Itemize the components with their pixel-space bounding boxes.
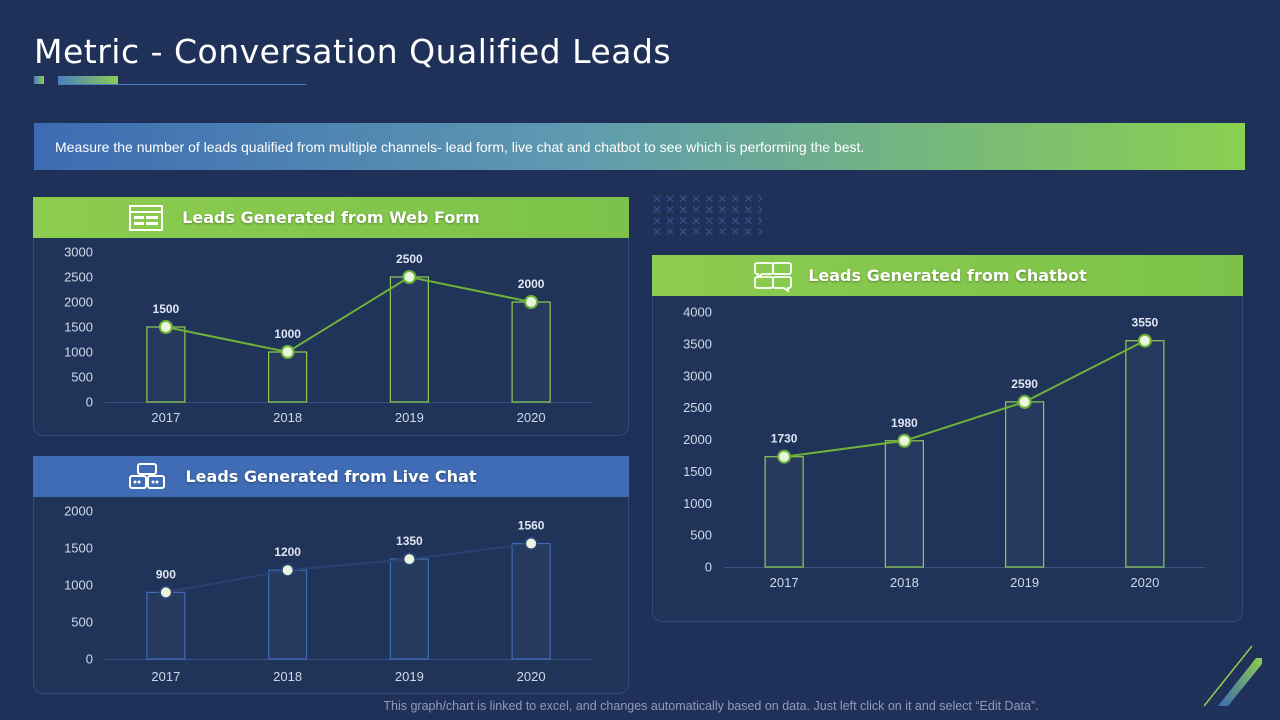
x-tick-label: 2020 — [517, 669, 546, 684]
chatbot-header: Leads Generated from Chatbot — [652, 255, 1243, 296]
web-form-header: Leads Generated from Web Form — [33, 197, 629, 238]
bar — [1005, 401, 1045, 568]
x-tick-label: 2020 — [517, 410, 546, 425]
y-tick-label: 3500 — [683, 336, 712, 351]
data-point — [158, 320, 173, 334]
bar — [511, 542, 551, 660]
x-tick-label: 2019 — [395, 410, 424, 425]
x-tick-label: 2017 — [770, 575, 799, 590]
y-tick-label: 0 — [86, 395, 93, 410]
data-label: 2590 — [1011, 377, 1038, 391]
data-point — [280, 563, 295, 578]
y-tick-label: 0 — [86, 652, 93, 667]
y-tick-label: 1500 — [64, 541, 93, 556]
bar — [884, 440, 924, 568]
y-tick-label: 1500 — [683, 464, 712, 479]
series-line — [165, 275, 532, 354]
description-banner: Measure the number of leads qualified fr… — [34, 123, 1245, 170]
data-point — [524, 536, 539, 551]
data-label: 1980 — [891, 416, 918, 430]
y-tick-label: 500 — [71, 615, 93, 630]
live-chat-header: Leads Generated from Live Chat — [33, 456, 629, 497]
x-tick-label: 2020 — [1130, 575, 1159, 590]
data-point — [158, 585, 173, 600]
decorative-x-pattern: ✕✕✕✕✕✕✕✕✕ ✕✕✕✕✕✕✕✕✕ ✕✕✕✕✕✕✕✕✕ ✕✕✕✕✕✕✕✕✕ — [652, 194, 762, 239]
y-tick-label: 2000 — [64, 295, 93, 310]
x-tick-label: 2018 — [890, 575, 919, 590]
x-tick-label: 2018 — [273, 410, 302, 425]
data-point — [1017, 394, 1032, 409]
y-tick-label: 2500 — [683, 400, 712, 415]
bar — [389, 558, 429, 660]
data-label: 2500 — [396, 252, 423, 266]
y-tick-label: 1500 — [64, 320, 93, 335]
y-tick-label: 2500 — [64, 270, 93, 285]
x-tick-label: 2017 — [151, 410, 180, 425]
series-line — [783, 339, 1146, 458]
data-point — [402, 270, 417, 284]
banner-text: Measure the number of leads qualified fr… — [55, 138, 865, 155]
data-label: 900 — [156, 567, 176, 581]
y-tick-label: 2000 — [64, 504, 93, 519]
y-tick-label: 1000 — [683, 496, 712, 511]
y-tick-label: 3000 — [64, 245, 93, 260]
live-chat-title: Leads Generated from Live Chat — [185, 467, 477, 486]
bar — [764, 456, 804, 568]
web-form-title: Leads Generated from Web Form — [182, 208, 480, 227]
bar — [268, 351, 308, 403]
footer-note: This graph/chart is linked to excel, and… — [383, 699, 1039, 713]
x-tick-label: 2019 — [395, 669, 424, 684]
y-tick-label: 1000 — [64, 345, 93, 360]
data-point — [777, 449, 792, 464]
y-tick-label: 1000 — [64, 578, 93, 593]
data-label: 1350 — [396, 534, 423, 548]
live-chat-icon — [129, 463, 165, 495]
title-accent — [34, 76, 324, 86]
data-point — [280, 345, 295, 359]
bar — [146, 326, 186, 403]
data-label: 3550 — [1132, 316, 1159, 330]
data-label: 1500 — [153, 302, 180, 316]
bar — [1125, 340, 1165, 568]
y-tick-label: 500 — [71, 370, 93, 385]
data-point — [402, 552, 417, 567]
bar — [268, 569, 308, 660]
web-form-icon — [129, 205, 163, 235]
bar — [146, 591, 186, 660]
data-label: 1730 — [771, 432, 798, 446]
y-tick-label: 2000 — [683, 432, 712, 447]
y-tick-label: 3000 — [683, 368, 712, 383]
chatbot-title: Leads Generated from Chatbot — [808, 266, 1087, 285]
x-tick-label: 2019 — [1010, 575, 1039, 590]
y-tick-label: 4000 — [683, 305, 712, 320]
data-point — [1137, 333, 1152, 348]
x-tick-label: 2018 — [273, 669, 302, 684]
series-line — [165, 542, 532, 594]
y-tick-label: 0 — [705, 560, 712, 575]
x-tick-label: 2017 — [151, 669, 180, 684]
data-label: 2000 — [518, 277, 545, 291]
chatbot-icon — [754, 260, 792, 296]
data-label: 1000 — [274, 327, 301, 341]
bar — [511, 301, 551, 403]
data-label: 1560 — [518, 519, 545, 533]
y-tick-label: 500 — [690, 528, 712, 543]
data-label: 1200 — [274, 545, 301, 559]
data-point — [897, 433, 912, 448]
data-point — [524, 295, 539, 309]
slide-title: Metric - Conversation Qualified Leads — [34, 32, 672, 71]
corner-decoration — [1203, 645, 1262, 707]
